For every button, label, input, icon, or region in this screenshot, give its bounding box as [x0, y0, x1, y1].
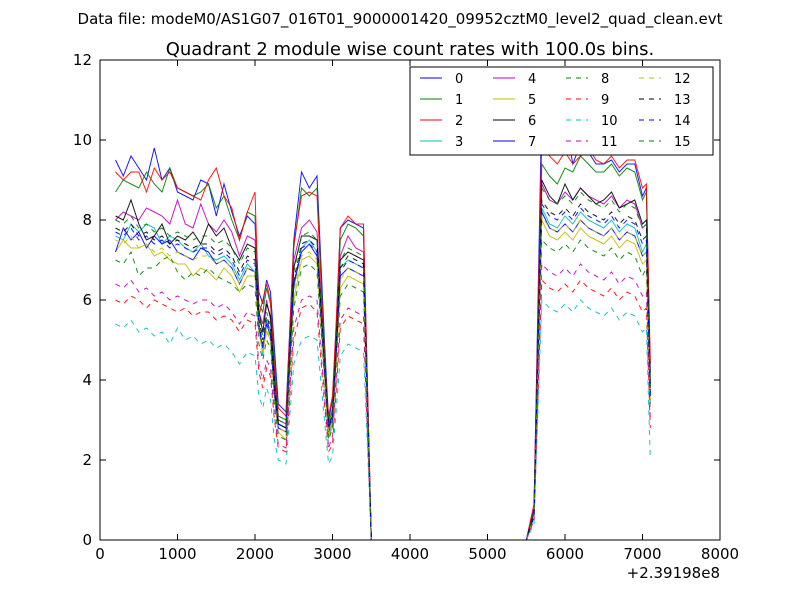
- series-15-line: [115, 186, 651, 541]
- chart-title: Quadrant 2 module wise count rates with …: [166, 39, 655, 60]
- y-tick-label: 12: [73, 51, 92, 69]
- series-7-line: [115, 211, 651, 541]
- series-1-line: [115, 155, 651, 541]
- series-11-line: [115, 262, 651, 541]
- series-3-line: [115, 207, 651, 541]
- legend-box: [409, 66, 714, 156]
- x-tick-label: 2000: [236, 545, 274, 563]
- x-tick-label: 7000: [623, 545, 661, 563]
- series-0-line: [115, 103, 651, 541]
- series-5-line: [115, 219, 651, 541]
- y-tick-label: 2: [82, 451, 92, 469]
- legend-label-7: 7: [528, 135, 536, 150]
- series-13-line: [115, 198, 651, 541]
- legend-label-4: 4: [528, 72, 536, 87]
- y-tick-label: 4: [82, 371, 92, 389]
- x-tick-label: 5000: [468, 545, 506, 563]
- legend-label-14: 14: [674, 114, 691, 129]
- series-6-line: [115, 179, 651, 541]
- y-tick-label: 10: [73, 131, 92, 149]
- legend-label-9: 9: [601, 93, 609, 108]
- legend-label-5: 5: [528, 93, 536, 108]
- x-tick-label: 8000: [701, 545, 739, 563]
- legend-label-2: 2: [455, 114, 463, 129]
- legend-label-11: 11: [601, 135, 618, 150]
- y-tick-label: 0: [82, 531, 92, 549]
- x-tick-label: 1000: [158, 545, 196, 563]
- series-10-line: [115, 298, 651, 541]
- legend-label-13: 13: [674, 93, 691, 108]
- legend-label-10: 10: [601, 114, 618, 129]
- series-8-line: [115, 238, 651, 541]
- legend-label-6: 6: [528, 114, 536, 129]
- y-tick-label: 8: [82, 211, 92, 229]
- x-offset-label: +2.39198e8: [627, 564, 720, 582]
- legend-label-8: 8: [601, 72, 609, 87]
- x-tick-label: 4000: [391, 545, 429, 563]
- legend-label-3: 3: [455, 135, 463, 150]
- x-tick-label: 6000: [546, 545, 584, 563]
- y-tick-label: 6: [82, 291, 92, 309]
- series-14-line: [115, 202, 651, 541]
- series-9-line: [115, 278, 651, 541]
- legend-label-1: 1: [455, 93, 463, 108]
- legend-label-0: 0: [455, 72, 463, 87]
- x-tick-label: 3000: [313, 545, 351, 563]
- series-12-line: [115, 214, 651, 541]
- series-2-line: [115, 139, 651, 541]
- series-layer: [115, 103, 651, 541]
- legend-label-15: 15: [674, 135, 691, 150]
- x-tick-label: 0: [95, 545, 105, 563]
- data-file-label: Data file: modeM0/AS1G07_016T01_90000014…: [78, 10, 723, 29]
- axes-layer: 0 1000 2000 3000 4000 5000 6000 7000 80000246810…: [73, 51, 739, 563]
- legend-label-12: 12: [674, 72, 691, 87]
